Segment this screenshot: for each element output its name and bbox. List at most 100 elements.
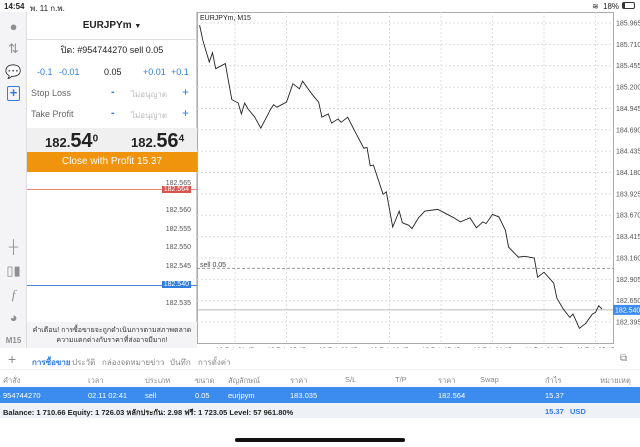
- y-tick-label: 183.160: [616, 255, 640, 262]
- stop-loss-minus-button[interactable]: -: [111, 86, 115, 98]
- stop-loss-plus-button[interactable]: +: [182, 85, 190, 99]
- ask-line: [27, 189, 197, 190]
- chevron-down-icon: ▼: [134, 23, 142, 30]
- stop-loss-field[interactable]: ไม่อนุญาต: [131, 90, 168, 99]
- column-header: เวลา: [88, 376, 104, 385]
- terminal-tabs: + ⧉ การซื้อขาย ประวัติ กล่องจดหมาย ข่าว บันท…: [0, 350, 640, 370]
- status-bar: 14:54 พ. 11 ก.พ. ≋ 18%: [0, 0, 640, 13]
- column-header: ขนาด: [195, 376, 215, 385]
- chart-svg[interactable]: 185.965 185.710 185.455 185.200 184.945 184.6…: [197, 12, 640, 354]
- indicator-icon[interactable]: f: [11, 287, 16, 302]
- warning-message: คำเตือน! การซื้อขายจะถูกดำเนินการตามสภาพ…: [27, 322, 197, 348]
- x-tick-label: 10 Feb 21:45: [473, 347, 512, 348]
- bid-price-tag: [613, 304, 640, 315]
- bid-price: 182.540: [45, 130, 99, 152]
- y-tick-label: 185.455: [616, 63, 640, 70]
- take-profit-minus-button[interactable]: -: [111, 107, 115, 119]
- order-line: ปิด: #954744270 sell 0.05: [60, 45, 164, 55]
- close-with-profit-button[interactable]: Close with Profit 15.37: [27, 152, 197, 172]
- step-plus-0.01[interactable]: +0.01: [143, 67, 166, 77]
- column-header: หมายเหตุ: [600, 376, 631, 385]
- trade-icon[interactable]: ⇅: [8, 41, 19, 56]
- x-tick-label: 10 Feb 01:45: [216, 347, 255, 348]
- stop-loss-label: Stop Loss: [31, 88, 72, 98]
- timeframe-button[interactable]: M15: [5, 336, 22, 345]
- y-tick-label: 183.670: [616, 213, 640, 220]
- new-order-icon[interactable]: +: [7, 86, 20, 101]
- tab-5[interactable]: การตั้งค่า: [198, 358, 231, 367]
- battery-level: 18%: [603, 2, 620, 11]
- table-cell: 15.37: [545, 391, 564, 400]
- date: พ. 11 ก.พ.: [30, 4, 65, 13]
- tick-label: 182.550: [165, 244, 191, 251]
- chat-icon[interactable]: 💬: [5, 64, 22, 79]
- y-tick-label: 184.945: [616, 106, 640, 113]
- tab-3[interactable]: ข่าว: [150, 358, 165, 367]
- x-tick-label: 11 Feb 05:45: [577, 347, 615, 348]
- take-profit-label: Take Profit: [31, 109, 74, 119]
- add-icon[interactable]: +: [8, 351, 17, 367]
- mini-tick-chart: 182.565 182.564 182.560 182.555 182.550 …: [27, 174, 197, 322]
- table-cell: sell: [145, 391, 157, 400]
- tab-1[interactable]: ประวัติ: [72, 358, 96, 367]
- tick-label: 182.545: [165, 263, 191, 270]
- y-tick-label: 185.200: [616, 85, 640, 92]
- balance-row: Balance: 1 710.66 Equity: 1 726.03 หลักป…: [0, 403, 640, 418]
- y-tick-label: 184.180: [616, 170, 640, 177]
- column-header: S/L: [345, 375, 357, 384]
- step-plus-0.1[interactable]: +0.1: [171, 67, 189, 77]
- order-panel: EURJPYm ▼ ปิด: #954744270 sell 0.05 -0.1…: [27, 12, 197, 348]
- x-tick-label: 10 Feb 09:45: [319, 347, 358, 348]
- step-minus-0.1[interactable]: -0.1: [37, 67, 53, 77]
- price-chart[interactable]: 185.965 185.710 185.455 185.200 184.945 184.6…: [197, 12, 640, 354]
- x-tick-label: 10 Feb 17:45: [422, 347, 461, 348]
- ask-price: 182.564: [131, 130, 185, 152]
- table-cell: 183.035: [290, 391, 318, 400]
- volume-value[interactable]: 0.05: [104, 67, 122, 77]
- tick-label: 182.555: [165, 226, 191, 233]
- sidebar: ● ⇅ 💬 + ┼ ▯▮ f ◕ M15: [0, 12, 27, 348]
- y-tick-label: 182.650: [616, 298, 640, 305]
- home-indicator[interactable]: [235, 438, 405, 442]
- table-cell: 182.564: [438, 391, 466, 400]
- objects-icon[interactable]: ◕: [9, 310, 18, 325]
- y-tick-label: 184.690: [616, 127, 640, 134]
- x-tick-label: 10 Feb 05:45: [267, 347, 306, 348]
- take-profit-plus-button[interactable]: +: [182, 106, 190, 120]
- symbol-name: EURJPYm: [82, 20, 132, 31]
- price-line: [199, 25, 603, 330]
- column-header: ประเภท: [145, 376, 171, 385]
- bid-price-label: 182.540: [615, 307, 640, 314]
- y-tick-label: 185.710: [616, 42, 640, 49]
- table-row[interactable]: 954744270 02.11 02:41 sell 0.05 eurjpym 183.0…: [0, 387, 640, 403]
- chart-type-icon[interactable]: ▯▮: [6, 263, 21, 278]
- y-tick-label: 182.395: [616, 320, 640, 327]
- step-minus-0.01[interactable]: -0.01: [59, 67, 80, 77]
- column-header: Swap: [480, 375, 499, 384]
- x-tick-label: 11 Feb 01:45: [525, 347, 563, 348]
- tick-label: 182.565: [165, 180, 191, 187]
- crosshair-icon[interactable]: ┼: [8, 239, 19, 254]
- column-header: ราคา: [438, 376, 456, 385]
- account-icon[interactable]: ●: [9, 19, 18, 34]
- table-header: คำสั่ง เวลา ประเภท ขนาด สัญลักษณ์ ราคา S/L T/P ร…: [0, 371, 640, 386]
- chart-title: EURJPYm, M15: [200, 15, 251, 22]
- table-cell: 954744270: [3, 391, 41, 400]
- bid-tag: 182.540: [161, 281, 191, 288]
- tick-label: 182.535: [165, 300, 191, 307]
- plot-frame: [197, 12, 614, 344]
- order-line-label: sell 0.05: [200, 262, 227, 269]
- currency: USD: [570, 407, 586, 416]
- clock: 14:54: [4, 2, 25, 11]
- tab-0[interactable]: การซื้อขาย: [32, 358, 71, 367]
- tab-2[interactable]: กล่องจดหมาย: [102, 358, 151, 367]
- symbol-selector[interactable]: EURJPYm ▼: [27, 12, 197, 40]
- price-row: 182.540 182.564: [27, 128, 197, 152]
- y-tick-label: 183.415: [616, 234, 640, 241]
- balance-line: Balance: 1 710.66 Equity: 1 726.03 หลักป…: [3, 408, 294, 417]
- table-cell: 02.11 02:41: [88, 391, 128, 400]
- tick-label: 182.560: [165, 207, 191, 214]
- tab-4[interactable]: บันทึก: [170, 358, 191, 367]
- take-profit-field[interactable]: ไม่อนุญาต: [131, 111, 168, 120]
- layout-icon[interactable]: ⧉: [620, 353, 628, 364]
